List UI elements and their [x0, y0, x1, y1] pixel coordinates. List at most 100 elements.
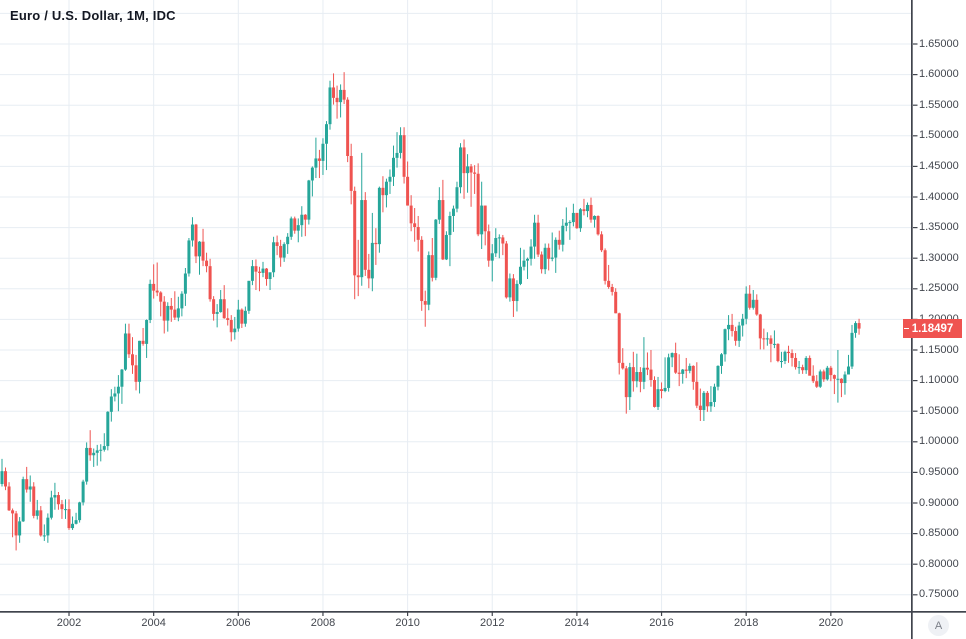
candle-body — [649, 369, 653, 380]
candle-body — [261, 268, 265, 273]
candle-body — [441, 200, 445, 260]
candle-body — [317, 158, 321, 161]
candle-body — [11, 510, 15, 514]
candle-body — [169, 305, 173, 310]
candle-body — [801, 367, 805, 371]
price-axis-label: 1.30000 — [919, 251, 959, 264]
candle-body — [522, 260, 526, 267]
candle-body — [183, 273, 187, 294]
candle-body — [755, 299, 759, 315]
candle-body — [533, 222, 537, 247]
candle-body — [501, 237, 505, 244]
candle-body — [229, 320, 233, 333]
candle-body — [250, 266, 254, 281]
candle-body — [621, 362, 625, 369]
candle-body — [554, 239, 558, 258]
candle-body — [652, 379, 656, 407]
candle-body — [74, 520, 78, 524]
candle-body — [208, 266, 212, 300]
candle-body — [561, 225, 565, 245]
candle-body — [63, 509, 67, 511]
candle-body — [335, 97, 339, 103]
candle-body — [342, 89, 346, 100]
price-axis-label: 1.55000 — [919, 98, 959, 111]
candle-body — [825, 367, 829, 380]
candle-body — [339, 89, 343, 103]
price-axis-label: 0.85000 — [919, 527, 959, 540]
candle-body — [582, 209, 586, 212]
candle-body — [78, 502, 82, 521]
candle-body — [815, 381, 819, 387]
candle-body — [14, 513, 18, 536]
candle-body — [691, 365, 695, 382]
price-axis-label: 0.95000 — [919, 465, 959, 478]
candle-body — [409, 205, 413, 224]
candle-body — [857, 323, 861, 329]
candle-body — [681, 369, 685, 374]
candle-body — [631, 367, 635, 382]
candle-body — [575, 212, 579, 229]
candle-body — [46, 517, 50, 536]
candle-body — [843, 374, 847, 384]
candle-body — [547, 247, 551, 259]
candle-body — [321, 143, 325, 161]
time-axis-border — [0, 611, 966, 613]
candle-body — [56, 495, 60, 505]
candle-body — [730, 324, 734, 332]
candle-body — [698, 405, 702, 410]
candle-body — [60, 504, 64, 510]
price-axis-label: 1.00000 — [919, 435, 959, 448]
candle-body — [494, 238, 498, 254]
candle-body — [328, 87, 332, 125]
candle-body — [162, 301, 166, 321]
candle-body — [356, 275, 360, 278]
candle-body — [642, 367, 646, 382]
candle-body — [448, 215, 452, 235]
candle-body — [49, 497, 53, 518]
candle-body — [130, 354, 134, 366]
candle-body — [645, 367, 649, 370]
candle-body — [462, 147, 466, 174]
candle-body — [543, 247, 547, 270]
candle-body — [226, 318, 230, 321]
price-axis-label: 1.65000 — [919, 37, 959, 50]
candle-body — [102, 446, 106, 450]
candle-body — [92, 452, 96, 456]
candle-body — [42, 535, 46, 537]
candle-body — [790, 353, 794, 358]
candle-body — [7, 486, 11, 511]
candle-body — [437, 200, 441, 220]
candle-body — [332, 87, 336, 98]
candle-body — [391, 157, 395, 177]
candle-body — [127, 333, 131, 355]
candle-body — [71, 523, 75, 529]
candle-body — [310, 167, 314, 181]
auto-scale-button[interactable]: A — [928, 615, 949, 636]
candle-body — [772, 343, 776, 345]
candle-body — [300, 214, 304, 226]
candle-body — [557, 239, 561, 245]
symbol-title: Euro / U.S. Dollar, 1M, IDC — [10, 8, 176, 23]
candle-body — [518, 266, 522, 284]
time-axis-label: 2008 — [310, 617, 336, 629]
candle-body — [286, 236, 290, 245]
candle-body — [497, 237, 501, 239]
candle-body — [233, 328, 237, 333]
candle-body — [35, 510, 39, 516]
candle-body — [95, 450, 99, 453]
candle-body — [116, 386, 120, 394]
price-axis-label: 1.40000 — [919, 190, 959, 203]
time-axis-label: 2020 — [818, 617, 844, 629]
candle-body — [822, 371, 826, 380]
candle-body — [836, 378, 840, 380]
candle-body — [515, 283, 519, 302]
candle-body — [720, 354, 724, 366]
candle-body — [360, 200, 364, 278]
candle-body — [123, 333, 127, 370]
candle-body — [624, 368, 628, 398]
candle-body — [406, 176, 410, 206]
candle-body — [797, 367, 801, 369]
candle-body — [762, 338, 766, 340]
candle-body — [198, 241, 202, 257]
